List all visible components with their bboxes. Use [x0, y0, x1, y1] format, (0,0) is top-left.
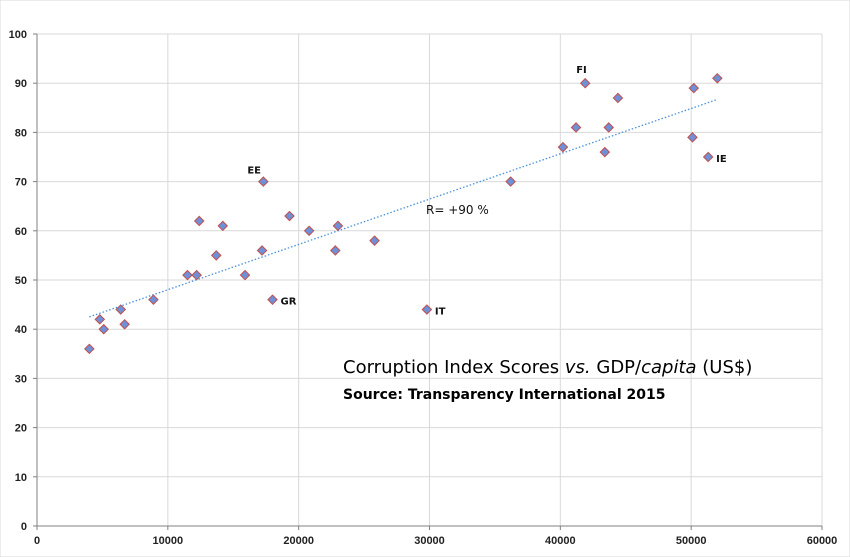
data-point: [193, 215, 205, 227]
y-tick-label: 70: [15, 177, 27, 189]
point-label: IE: [716, 154, 727, 165]
y-tick-label: 10: [15, 472, 27, 484]
point-labels: EE GR IT FI IE: [247, 65, 727, 317]
x-tick-label: 40000: [545, 535, 576, 547]
x-tick-label: 50000: [676, 535, 707, 547]
point-label: EE: [247, 166, 261, 177]
data-point: [612, 92, 624, 104]
y-tick-label: 20: [15, 423, 27, 435]
correlation-label: R= +90 %: [426, 203, 489, 217]
chart-subtitle: Source: Transparency International 2015: [343, 387, 665, 403]
trendline: [89, 98, 718, 318]
y-tick-label: 60: [15, 226, 27, 238]
data-point: [217, 220, 229, 232]
x-axis-ticks: 0 10000 20000 30000 40000 50000 60000: [34, 526, 837, 547]
gridlines: [37, 33, 823, 526]
chart-title-part-1: vs.: [565, 357, 591, 378]
data-point: [687, 132, 698, 143]
data-point: [579, 77, 591, 89]
data-point: [688, 82, 700, 94]
point-label: FI: [576, 65, 587, 76]
chart-title: Corruption Index Scores vs. GDP/capita (…: [343, 357, 752, 378]
chart-title-part-3: capita: [641, 357, 696, 378]
data-point: [570, 122, 582, 133]
data-point: [603, 122, 615, 133]
data-point: [369, 235, 380, 246]
y-tick-label: 0: [21, 521, 27, 533]
y-tick-label: 30: [15, 373, 27, 385]
y-axis-ticks: 0 10 20 30 40 50 60 70 80 90 100: [9, 29, 37, 533]
y-tick-label: 100: [9, 29, 27, 41]
data-point: [599, 146, 611, 158]
chart-title-part-2: GDP/: [591, 357, 642, 378]
data-point: [182, 269, 193, 281]
x-tick-label: 20000: [283, 535, 314, 547]
data-point: [557, 141, 569, 153]
y-tick-label: 90: [15, 78, 27, 90]
data-points: [84, 72, 723, 355]
x-tick-label: 60000: [807, 535, 838, 547]
y-tick-label: 40: [15, 324, 27, 336]
trendline-group: R= +90 %: [89, 98, 718, 318]
chart-title-part-0: Corruption Index Scores: [343, 357, 565, 378]
x-tick-label: 0: [34, 535, 40, 547]
x-tick-label: 30000: [414, 535, 445, 547]
data-point: [303, 225, 315, 237]
data-point: [94, 314, 106, 325]
data-point: [148, 294, 159, 305]
data-point: [329, 245, 341, 256]
data-point: [267, 294, 278, 305]
chart-title-part-4: (US$): [697, 357, 753, 378]
x-tick-label: 10000: [153, 535, 184, 547]
data-point: [84, 343, 95, 355]
data-point: [98, 323, 110, 335]
point-label: IT: [435, 307, 446, 318]
data-point: [332, 220, 344, 232]
data-point: [258, 176, 269, 187]
data-point: [421, 304, 433, 315]
data-point: [284, 210, 295, 222]
data-point: [191, 269, 202, 281]
data-point: [115, 304, 127, 315]
data-point: [712, 72, 723, 84]
data-point: [505, 176, 516, 187]
data-point: [702, 151, 714, 163]
point-label: GR: [281, 297, 297, 308]
y-tick-label: 80: [15, 127, 27, 139]
y-tick-label: 50: [15, 275, 27, 287]
data-point: [210, 250, 222, 261]
data-point: [119, 318, 130, 330]
data-point: [256, 245, 268, 256]
data-point: [239, 269, 251, 281]
